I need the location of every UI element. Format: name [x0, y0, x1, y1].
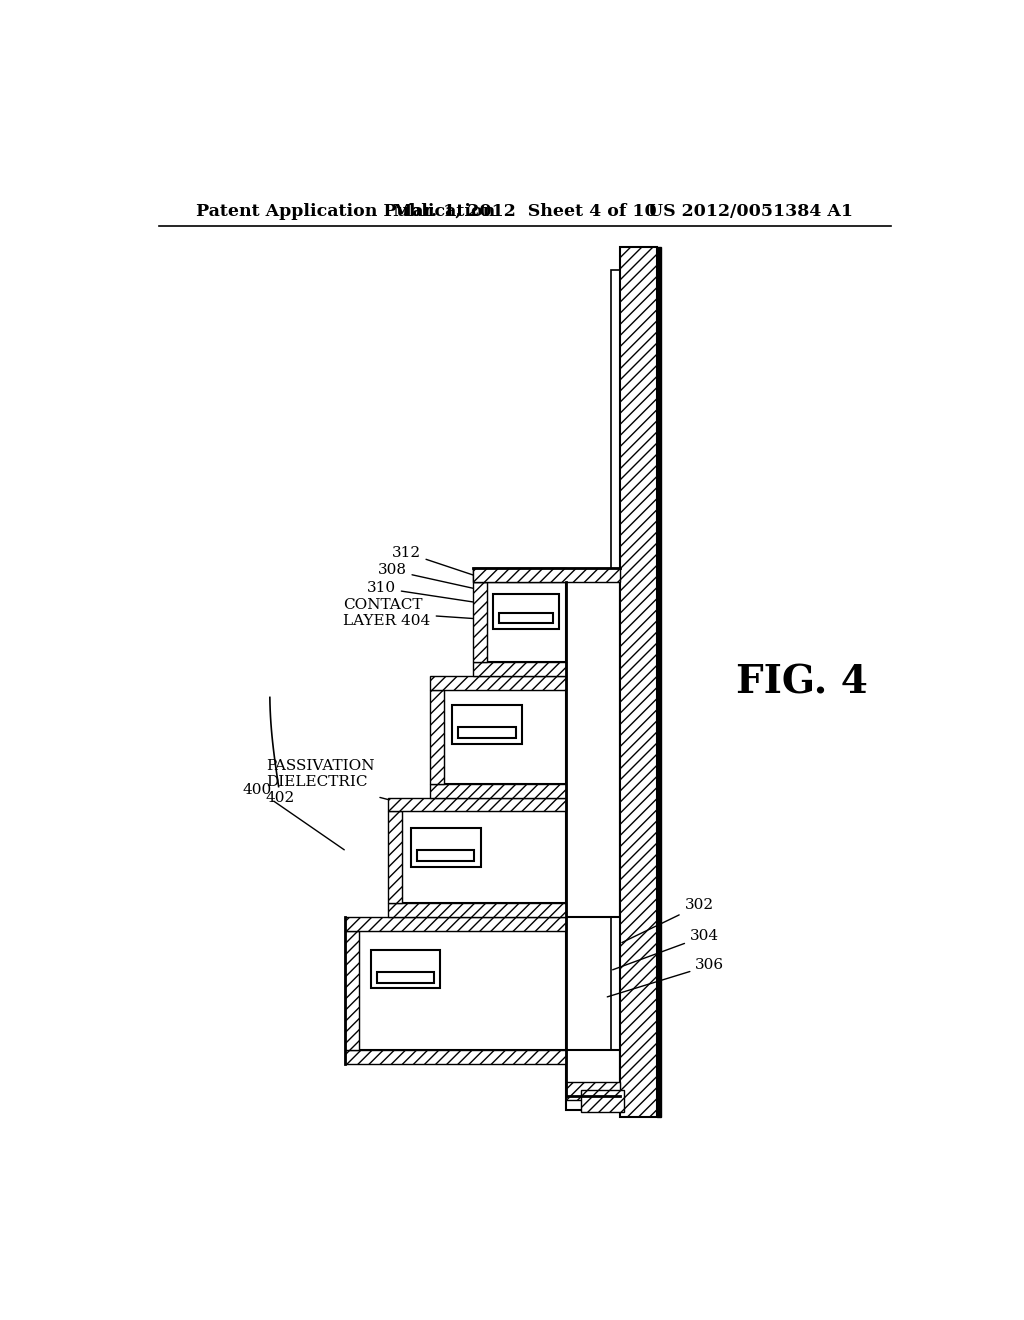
Bar — [582, 1090, 624, 1111]
Bar — [345, 917, 566, 931]
Bar — [611, 271, 621, 1094]
Bar — [411, 829, 480, 867]
Text: PASSIVATION
DIELECTRIC
402: PASSIVATION DIELECTRIC 402 — [266, 759, 431, 810]
Text: 302: 302 — [622, 899, 714, 942]
Bar — [430, 784, 566, 797]
Text: FIG. 4: FIG. 4 — [736, 663, 868, 701]
Text: 308: 308 — [378, 564, 483, 590]
Bar — [371, 950, 440, 989]
Text: US 2012/0051384 A1: US 2012/0051384 A1 — [648, 203, 853, 220]
Bar — [388, 812, 401, 903]
Text: 306: 306 — [607, 958, 724, 997]
Bar — [657, 247, 662, 1117]
Bar — [486, 582, 566, 663]
Bar — [500, 614, 553, 623]
Bar — [377, 972, 434, 983]
Bar — [401, 812, 566, 903]
Bar — [430, 689, 444, 784]
Text: 400: 400 — [243, 783, 344, 850]
Bar — [430, 676, 566, 689]
Bar — [452, 705, 521, 743]
Bar — [473, 663, 566, 676]
Bar — [388, 797, 566, 812]
Text: Mar. 1, 2012  Sheet 4 of 10: Mar. 1, 2012 Sheet 4 of 10 — [393, 203, 656, 220]
Bar — [388, 903, 566, 917]
Bar — [458, 726, 515, 738]
Bar — [444, 689, 566, 784]
Bar — [566, 1051, 621, 1110]
Text: Patent Application Publication: Patent Application Publication — [197, 203, 496, 220]
Bar — [566, 582, 621, 917]
Bar — [473, 582, 486, 663]
Text: CONTACT
LAYER 404: CONTACT LAYER 404 — [343, 598, 475, 628]
Text: 304: 304 — [612, 929, 719, 970]
Text: 310: 310 — [367, 581, 480, 603]
Bar — [417, 850, 474, 862]
Bar — [621, 247, 657, 1117]
Bar — [493, 594, 559, 628]
Bar — [345, 931, 359, 1051]
Bar — [345, 1051, 566, 1064]
Bar — [566, 1082, 621, 1100]
Bar — [473, 568, 621, 582]
Bar — [359, 931, 566, 1051]
Bar — [473, 568, 566, 582]
Text: 312: 312 — [391, 545, 486, 579]
